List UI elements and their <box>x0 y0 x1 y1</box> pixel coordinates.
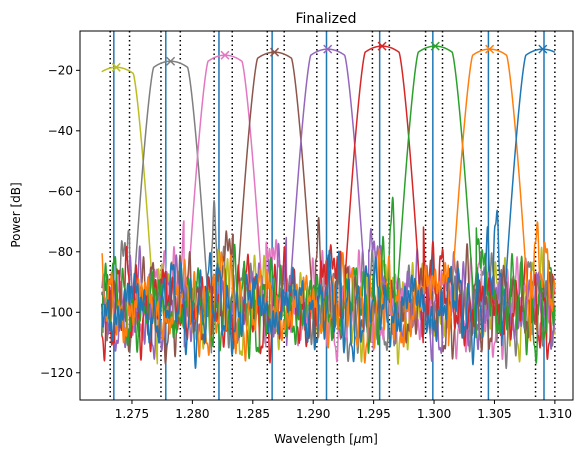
peak-markers-layer <box>111 41 548 72</box>
peak-marker <box>538 44 548 54</box>
peak-marker <box>111 62 121 72</box>
y-axis: −120 −100 −80 −60 −40 −20 <box>40 63 80 380</box>
plot-frame <box>79 30 574 401</box>
chart-title: Finalized <box>295 11 356 27</box>
peak-marker <box>377 41 387 51</box>
series-line-9 <box>101 48 556 369</box>
series-line-7 <box>101 45 556 364</box>
peak-marker <box>166 56 176 66</box>
y-tick-label: −20 <box>48 63 73 77</box>
peak-marker <box>485 44 495 54</box>
x-tick-label: 1.290 <box>296 407 330 421</box>
peak-marker <box>323 44 333 54</box>
y-tick-label: −60 <box>48 184 73 198</box>
x-tick-label: 1.300 <box>417 407 451 421</box>
y-tick-label: −100 <box>40 305 73 319</box>
x-tick-label: 1.285 <box>236 407 270 421</box>
x-axis-label: Wavelength [μm] <box>274 432 378 446</box>
series-layer <box>101 45 556 370</box>
x-tick-label: 1.280 <box>175 407 209 421</box>
x-axis: 1.275 1.280 1.285 1.290 1.295 1.300 1.305 1.310 <box>115 400 572 421</box>
peak-marker <box>220 50 230 60</box>
peak-marker <box>270 47 280 57</box>
x-tick-label: 1.295 <box>356 407 390 421</box>
y-tick-label: −120 <box>40 366 73 380</box>
x-tick-label: 1.275 <box>115 407 149 421</box>
x-tick-label: 1.310 <box>538 407 572 421</box>
peak-marker <box>430 41 440 51</box>
y-axis-label: Power [dB] <box>9 182 23 247</box>
y-tick-label: −40 <box>48 124 73 138</box>
series-line-8 <box>101 48 556 364</box>
x-tick-label: 1.305 <box>477 407 511 421</box>
y-tick-label: −80 <box>48 245 73 259</box>
